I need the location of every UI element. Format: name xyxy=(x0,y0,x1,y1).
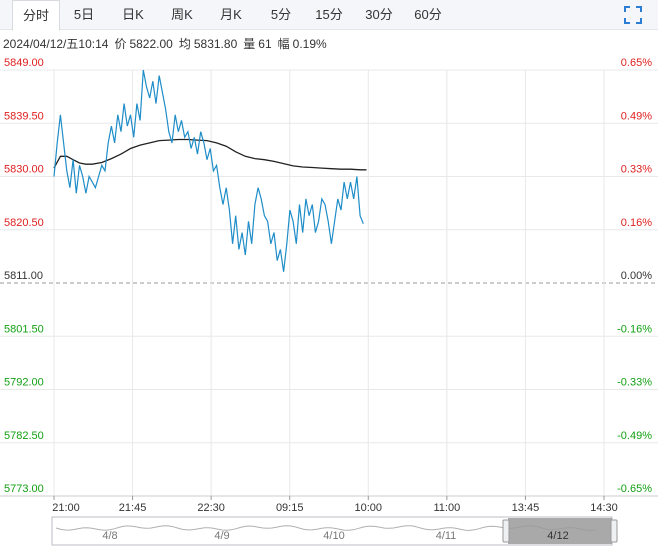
quote-amplitude: 0.19% xyxy=(292,37,327,51)
quote-datetime: 2024/04/12/五10:14 xyxy=(3,37,109,51)
x-tick-label: 10:00 xyxy=(355,502,383,514)
navigator-handle-left xyxy=(502,519,510,543)
average-price-line xyxy=(53,138,367,171)
amp-label: 幅 xyxy=(277,37,290,51)
y-tick-label: 5820.50 xyxy=(4,217,44,229)
y-tick-label: 5801.50 xyxy=(4,323,44,335)
pct-tick-label: 0.65% xyxy=(621,58,652,69)
tab-weekly-k[interactable]: 周K xyxy=(171,7,193,22)
x-tick-label: 21:45 xyxy=(119,502,147,514)
x-tick-label: 14:30 xyxy=(590,502,618,514)
fullscreen-icon[interactable] xyxy=(624,6,642,24)
quote-avg: 5831.80 xyxy=(193,37,238,51)
period-tabbar: 分时 5日 日K 周K 月K 5分 15分 30分 60分 xyxy=(0,0,658,31)
tab-15min[interactable]: 15分 xyxy=(315,7,343,22)
price-line xyxy=(53,69,364,272)
pct-tick-label: -0.33% xyxy=(617,377,652,389)
quote-price: 5822.00 xyxy=(129,37,173,51)
y-tick-label: 5782.50 xyxy=(4,430,44,442)
navigator-handle-right xyxy=(610,519,618,543)
tab-30min[interactable]: 30分 xyxy=(365,7,393,22)
range-navigator: 4/8 4/9 4/10 4/11 4/12 xyxy=(51,516,618,546)
navigator-date-label: 4/12 xyxy=(547,530,568,542)
pct-tick-label: 0.16% xyxy=(621,217,652,229)
pct-tick-label: -0.49% xyxy=(617,430,652,442)
x-tick-label: 13:45 xyxy=(512,502,540,514)
price-label: 价 xyxy=(114,37,127,51)
tab-daily-k[interactable]: 日K xyxy=(122,7,144,22)
y-tick-label: 5830.00 xyxy=(4,164,44,176)
pct-tick-label: -0.16% xyxy=(617,323,652,335)
pct-tick-label: 0.00% xyxy=(621,270,652,282)
vol-label: 量 xyxy=(243,37,256,51)
quote-volume: 61 xyxy=(258,37,272,51)
tab-5day[interactable]: 5日 xyxy=(73,7,95,22)
avg-label: 均 xyxy=(178,37,191,51)
tab-5min[interactable]: 5分 xyxy=(270,7,292,22)
navigator-date-label: 4/10 xyxy=(323,530,344,542)
x-tick-label: 21:00 xyxy=(52,502,80,514)
y-tick-label: 5792.00 xyxy=(4,377,44,389)
tab-intraday[interactable]: 分时 xyxy=(12,0,60,31)
y-tick-label: 5849.00 xyxy=(4,58,44,69)
x-tick-label: 22:30 xyxy=(197,502,225,514)
quote-infobar: 2024/04/12/五10:14 价 5822.00 均 5831.80 量 61 幅 0.1… xyxy=(0,30,658,58)
y-tick-label: 5773.00 xyxy=(4,483,44,495)
navigator-date-label: 4/11 xyxy=(436,530,457,542)
intraday-chart: 5849.00 0.65% 5839.50 0.49% 5830.00 0.33% 5820… xyxy=(0,58,658,546)
pct-tick-label: -0.65% xyxy=(617,483,652,495)
x-tick-label: 11:00 xyxy=(433,502,460,514)
tab-60min[interactable]: 60分 xyxy=(414,7,442,22)
pct-tick-label: 0.49% xyxy=(621,110,652,122)
tab-monthly-k[interactable]: 月K xyxy=(220,7,242,22)
navigator-date-label: 4/9 xyxy=(214,530,229,542)
pct-tick-label: 0.33% xyxy=(621,164,652,176)
y-tick-label: 5839.50 xyxy=(4,110,44,122)
navigator-date-label: 4/8 xyxy=(102,530,117,542)
y-tick-label: 5811.00 xyxy=(4,270,43,282)
navigator-selection xyxy=(508,518,612,544)
x-tick-label: 09:15 xyxy=(276,502,304,514)
